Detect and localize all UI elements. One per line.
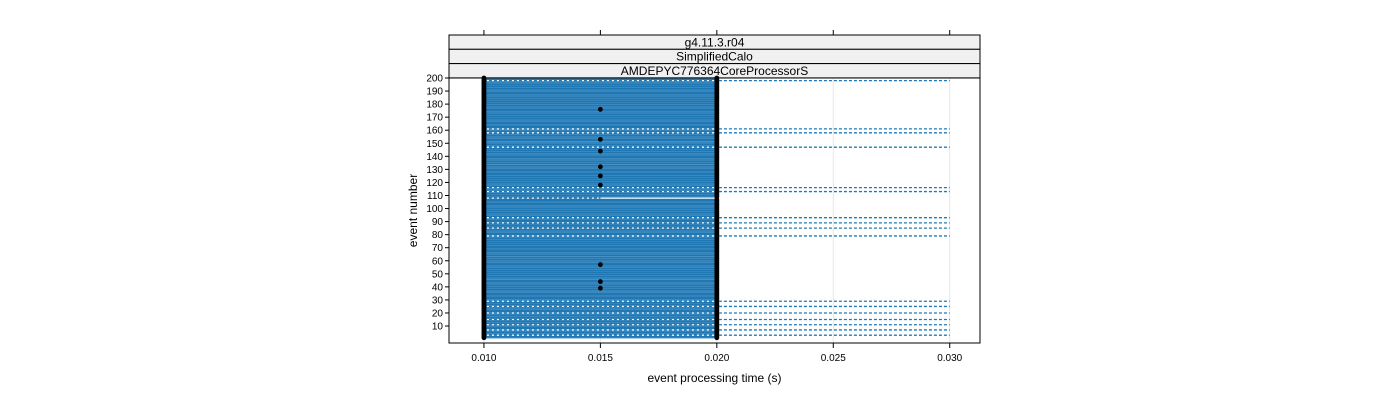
y-tick-label: 160 xyxy=(426,126,443,137)
strip-headers: g4.11.3.r04SimplifiedCaloAMDEPYC776364Co… xyxy=(448,34,981,79)
event-point xyxy=(597,136,603,142)
x-tick-label: 0.020 xyxy=(704,353,729,364)
event-point xyxy=(597,279,603,285)
event-point xyxy=(597,182,603,188)
y-tick-label: 120 xyxy=(426,178,443,189)
y-axis-title: event number xyxy=(406,174,420,247)
y-tick-label: 110 xyxy=(427,191,443,202)
y-tick-label: 190 xyxy=(426,87,443,98)
event-point xyxy=(597,285,603,291)
event-point xyxy=(597,106,603,112)
strip-label: SimplifiedCalo xyxy=(676,50,753,64)
y-tick-label: 10 xyxy=(432,322,444,333)
x-tick-label: 0.025 xyxy=(821,353,846,364)
y-tick-label: 140 xyxy=(426,152,443,163)
y-tick-label: 90 xyxy=(432,217,444,228)
event-point xyxy=(597,148,603,154)
y-tick-label: 200 xyxy=(426,74,443,85)
event-point xyxy=(597,173,603,179)
x-axis: 0.010 0.015 0.020 0.025 0.030 xyxy=(471,30,963,364)
event-points xyxy=(481,75,720,341)
panel-frame xyxy=(448,77,981,344)
y-tick-label: 20 xyxy=(432,308,444,319)
x-tick-label: 0.015 xyxy=(588,353,613,364)
y-tick-label: 30 xyxy=(432,295,444,306)
y-tick-label: 70 xyxy=(432,243,444,254)
y-axis: 10 20 30 40 50 60 70 80 90 100 110 120 130 140 150 160 1… xyxy=(426,74,449,333)
y-tick-label: 100 xyxy=(426,204,443,215)
y-tick-label: 180 xyxy=(426,100,443,111)
y-tick-label: 50 xyxy=(432,269,444,280)
y-tick-label: 130 xyxy=(426,165,443,176)
y-tick-label: 170 xyxy=(426,113,443,124)
x-tick-label: 0.010 xyxy=(471,353,496,364)
event-point xyxy=(597,164,603,170)
event-point xyxy=(597,262,603,268)
y-tick-label: 40 xyxy=(432,282,444,293)
x-tick-label: 0.030 xyxy=(937,353,962,364)
y-tick-label: 60 xyxy=(432,256,444,267)
x-axis-title: event processing time (s) xyxy=(647,371,781,385)
strip-label: g4.11.3.r04 xyxy=(685,35,745,49)
y-tick-label: 80 xyxy=(432,230,444,241)
strip-label: AMDEPYC776364CoreProcessorS xyxy=(621,64,808,78)
y-tick-label: 150 xyxy=(426,139,443,150)
